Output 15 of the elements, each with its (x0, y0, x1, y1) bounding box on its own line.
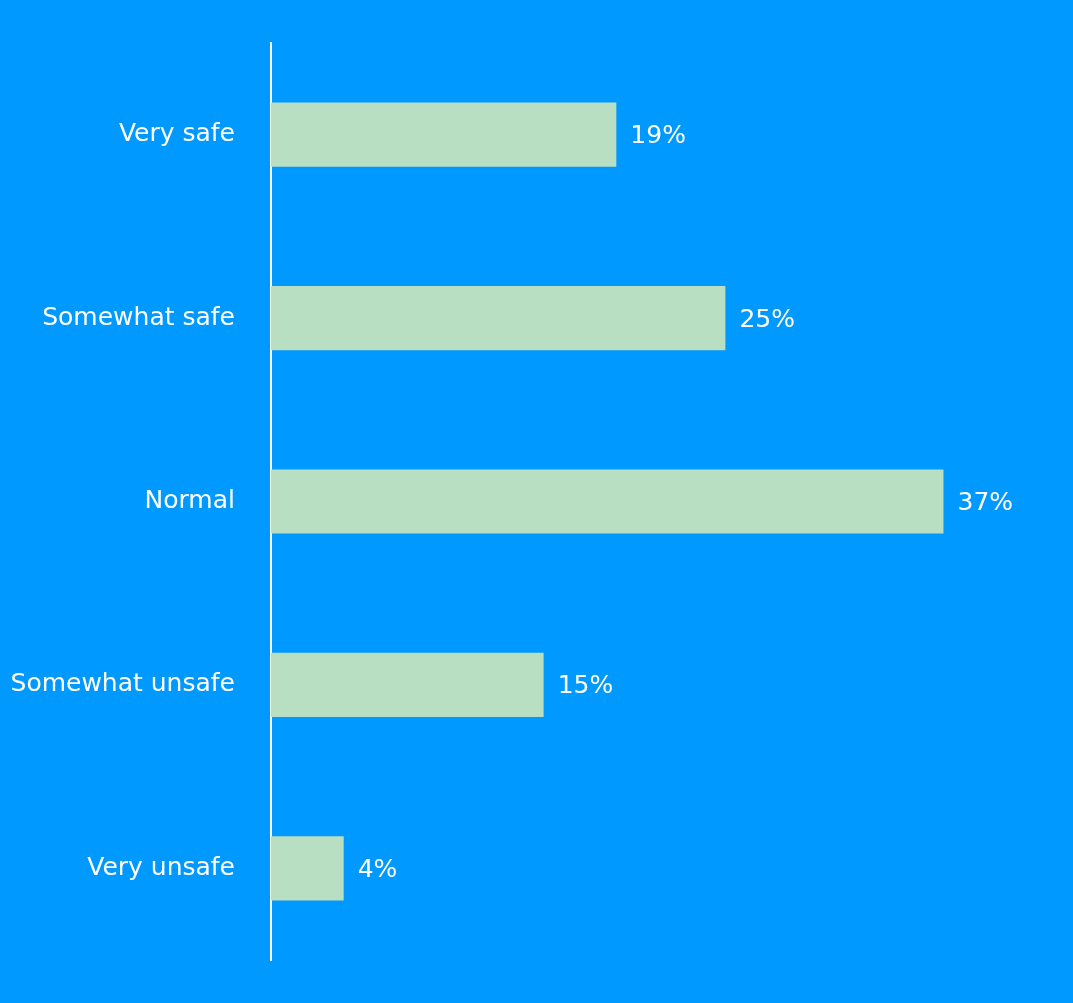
data-label: 25% (739, 303, 795, 333)
bar (271, 286, 726, 351)
data-label: 19% (630, 120, 686, 150)
bar (271, 652, 544, 717)
y-tick-label: Normal (144, 485, 235, 514)
y-tick-label: Very safe (118, 118, 235, 148)
bar (271, 469, 944, 534)
data-label: 15% (557, 670, 614, 700)
y-tick-label: Somewhat unsafe (10, 668, 235, 698)
y-tick-label: Somewhat safe (42, 301, 235, 331)
y-tick-label: Very unsafe (87, 851, 235, 881)
bar (271, 836, 344, 901)
data-label: 4% (357, 853, 398, 883)
data-label: 37% (957, 487, 1014, 516)
bar (271, 102, 617, 167)
